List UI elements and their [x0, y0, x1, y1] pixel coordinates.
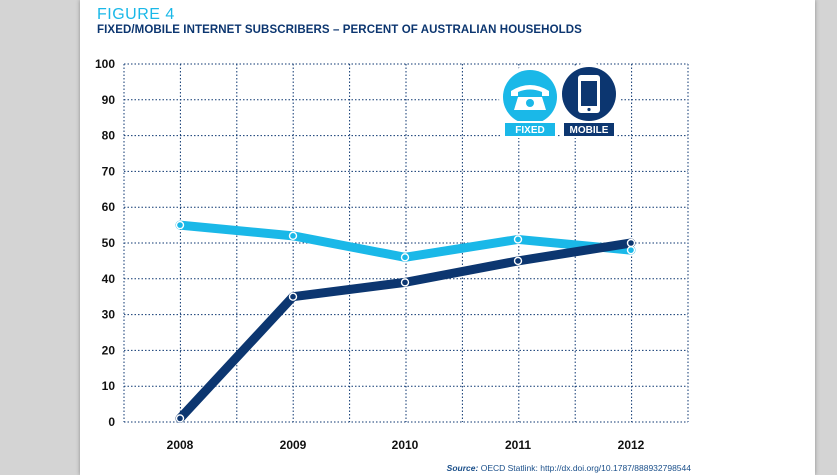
- series: [175, 220, 636, 423]
- data-point-mobile: [175, 414, 185, 423]
- fixed-badge-label-box: [505, 123, 555, 136]
- data-point-fixed: [400, 253, 410, 262]
- figure-title: FIXED/MOBILE INTERNET SUBSCRIBERS – PERC…: [97, 24, 582, 36]
- y-tick-label: 30: [102, 308, 116, 322]
- data-point-fixed: [626, 245, 636, 255]
- data-point-mobile: [400, 278, 410, 287]
- x-tick-label: 2008: [167, 438, 194, 452]
- figure-label: FIGURE 4: [97, 6, 175, 23]
- source-label: Source:: [446, 463, 479, 473]
- y-tick-label: 40: [102, 272, 116, 286]
- mobile-badge-label-box: [564, 123, 614, 136]
- x-tick-label: 2010: [392, 438, 419, 452]
- y-tick-label: 100: [95, 57, 115, 71]
- x-tick-label: 2012: [618, 438, 645, 452]
- mobile-badge-label: MOBILE: [570, 125, 609, 136]
- x-tick-label: 2009: [280, 438, 307, 452]
- x-tick-label: 2011: [505, 438, 531, 452]
- y-tick-label: 60: [102, 200, 116, 214]
- y-tick-label: 0: [108, 415, 115, 429]
- data-point-fixed: [513, 235, 523, 244]
- source-note: Source: OECD Statlink: http://dx.doi.org…: [447, 463, 691, 473]
- axes: 0 10 20 30 40 50 60 70 80 90 100 2008 2009 2010 2011 20…: [95, 57, 645, 452]
- y-tick-label: 80: [102, 129, 116, 143]
- y-tick-label: 20: [102, 343, 116, 357]
- data-point-mobile: [513, 256, 523, 266]
- y-tick-label: 10: [102, 379, 116, 393]
- fixed-badge-label: FIXED: [515, 125, 544, 136]
- legend-fixed: FIXED: [499, 66, 561, 138]
- y-tick-label: 90: [102, 93, 116, 107]
- source-text: OECD Statlink: http://dx.doi.org/10.1787…: [480, 463, 691, 473]
- data-point-fixed: [288, 231, 298, 241]
- data-point-mobile: [626, 238, 636, 248]
- data-point-fixed: [175, 220, 185, 230]
- legend-mobile: MOBILE: [558, 63, 620, 138]
- telephone-icon: [511, 85, 549, 110]
- mobile-phone-icon: [578, 75, 600, 113]
- data-point-mobile: [288, 292, 298, 301]
- y-tick-label: 70: [102, 164, 116, 178]
- y-tick-label: 50: [102, 236, 116, 250]
